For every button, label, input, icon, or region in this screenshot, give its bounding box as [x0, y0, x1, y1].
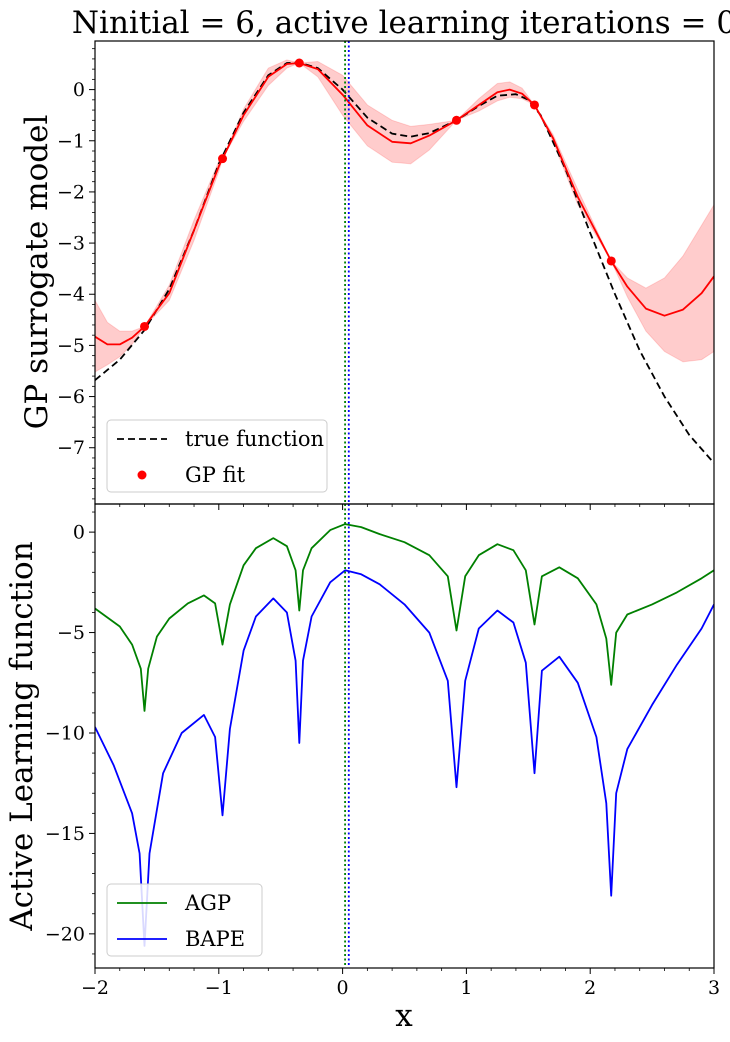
top-panel: 0 −1 −2 −3 −4 −5 −6 −7 true function GP fit [57, 40, 715, 510]
top-y-tick-label: −2 [57, 181, 85, 203]
bottom-y-tick-label: 0 [73, 522, 85, 544]
gp-fit-point [218, 154, 228, 164]
legend-marker [137, 470, 147, 480]
figure-title: Ninitial = 6, active learning iterations… [72, 5, 730, 41]
bape-line [95, 569, 714, 947]
top-y-tick-label: −6 [57, 386, 85, 408]
top-y-axis-label: GP surrogate model [19, 115, 55, 430]
legend-label: GP fit [185, 463, 246, 487]
gp-fit-point [606, 256, 616, 266]
x-tick-label: 1 [460, 977, 472, 999]
legend-box [106, 883, 263, 957]
bottom-axes-frame [94, 503, 715, 969]
top-y-tick-label: −3 [57, 233, 85, 255]
top-y-tick-label: −1 [57, 130, 85, 152]
bottom-y-tick-label: −5 [57, 622, 85, 644]
gp-fit-point [294, 58, 304, 68]
agp-line [95, 523, 714, 712]
gp-fit-point [140, 321, 150, 331]
top-y-tick-label: −5 [57, 335, 85, 357]
x-tick-label: 2 [584, 977, 596, 999]
top-y-tick-label: −4 [57, 284, 85, 306]
bottom-legend: AGP BAPE [106, 883, 263, 957]
x-tick-label: 3 [708, 977, 720, 999]
bottom-y-tick-label: −20 [45, 923, 85, 945]
x-tick-label: 0 [337, 977, 349, 999]
x-axis-label: x [395, 998, 413, 1034]
legend-label: AGP [184, 891, 231, 915]
gp-fit-point [451, 115, 461, 125]
legend-label: BAPE [185, 927, 245, 951]
top-plot-area [95, 41, 714, 504]
top-y-tick-label: 0 [73, 79, 85, 101]
gp-confidence-band [95, 59, 714, 373]
bottom-y-tick-label: −15 [45, 823, 85, 845]
gp-fit-point [529, 100, 539, 110]
bottom-plot-area [95, 504, 714, 968]
legend-box [106, 419, 328, 493]
true-function-line [95, 61, 714, 464]
top-legend: true function GP fit [106, 419, 328, 493]
bottom-y-axis-label: Active Learning function [4, 541, 40, 931]
bottom-y-tick-label: −10 [45, 722, 85, 744]
x-tick-label: −1 [205, 977, 233, 999]
legend-label: true function [185, 427, 324, 451]
gp-mean-line [95, 62, 714, 346]
x-tick-label: −2 [81, 977, 109, 999]
top-y-tick-label: −7 [57, 437, 85, 459]
